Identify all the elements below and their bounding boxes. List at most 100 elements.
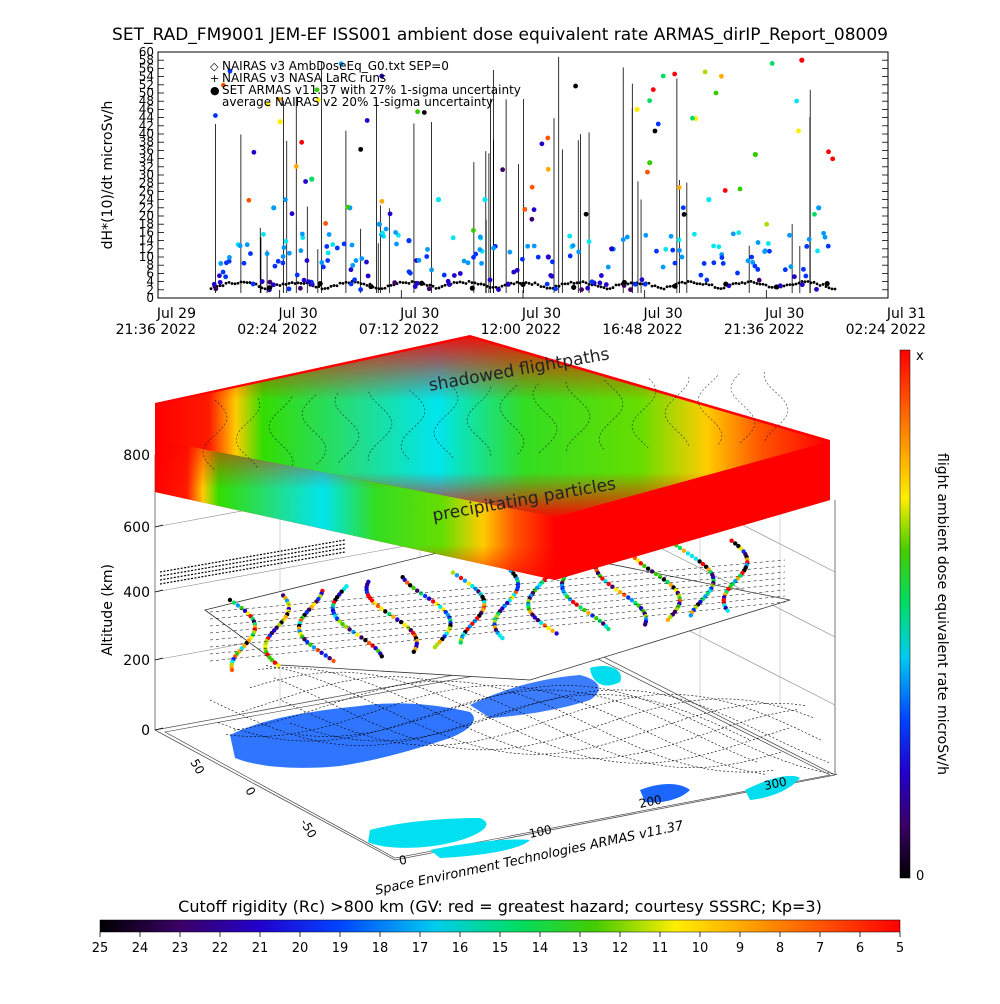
baseline-point xyxy=(683,281,687,285)
series-point xyxy=(799,57,805,63)
armas-point xyxy=(628,287,633,293)
series-point xyxy=(824,281,830,287)
slab-track xyxy=(631,378,657,449)
flightpath-grid-line xyxy=(209,571,786,627)
flightpath-point xyxy=(578,605,583,610)
flightpath-grid-line xyxy=(209,589,786,648)
xtick-date: Jul 31 xyxy=(886,306,926,322)
baseline-point xyxy=(710,283,714,287)
slab-front-shading xyxy=(155,440,555,580)
series-point xyxy=(752,151,758,158)
baseline-point xyxy=(752,281,756,284)
xtick-time: 02:24 2022 xyxy=(237,322,317,338)
baseline-point xyxy=(818,284,822,287)
armas-point xyxy=(500,167,506,173)
flightpath-point xyxy=(665,617,671,622)
ground-track xyxy=(249,671,791,764)
baseline-point xyxy=(248,281,252,284)
armas-point xyxy=(814,286,819,292)
flightpath-point xyxy=(305,639,310,645)
armas-point xyxy=(585,285,591,291)
flightpath-point xyxy=(302,637,307,642)
continent-antarctica xyxy=(430,839,530,858)
baseline-point xyxy=(704,282,708,286)
armas-point xyxy=(691,231,697,237)
colorbar-right-top-label: x xyxy=(916,349,924,364)
xtick-time: 12:00 2022 xyxy=(481,322,561,338)
baseline-point xyxy=(803,280,807,284)
continent-antarctica xyxy=(368,818,487,848)
ground-track xyxy=(217,689,759,763)
flightpath-point xyxy=(408,583,413,588)
colorbar-tick-label: 13 xyxy=(572,941,589,956)
series-point xyxy=(647,160,653,166)
xtick-date: Jul 30 xyxy=(521,306,561,322)
series-point xyxy=(520,281,526,288)
baseline-point xyxy=(707,283,711,287)
baseline-point xyxy=(275,283,279,287)
baseline-point xyxy=(806,280,810,283)
colorbar-tick-label: 21 xyxy=(252,941,269,956)
flightpath-point xyxy=(438,604,443,609)
xtick-time: 07:12 2022 xyxy=(359,322,439,338)
armas-point xyxy=(690,115,695,121)
flightpath-point xyxy=(311,645,317,650)
series-point xyxy=(309,176,315,182)
flightpath-point xyxy=(379,654,384,659)
armas-point xyxy=(603,282,609,287)
colorbar-right-gradient xyxy=(899,349,911,879)
armas-point xyxy=(531,207,537,213)
flightpath-point xyxy=(391,614,396,619)
armas-point xyxy=(314,87,320,93)
baseline-point xyxy=(470,281,474,285)
armas-point xyxy=(605,264,611,270)
armas-point xyxy=(567,253,573,259)
baseline-point xyxy=(650,284,654,288)
xtick-date: Jul 29 xyxy=(156,306,196,322)
flightpath-point xyxy=(327,656,332,661)
flightpath-point xyxy=(681,548,687,553)
baseline-point xyxy=(434,286,438,290)
slab-track xyxy=(763,371,789,443)
armas-point xyxy=(259,279,265,284)
baseline-point xyxy=(566,282,570,286)
baseline-point xyxy=(500,284,504,288)
ytick-label: 2 xyxy=(146,283,154,297)
baseline-point xyxy=(629,281,633,285)
armas-point xyxy=(348,281,354,287)
flightpath-point xyxy=(538,620,544,625)
baseline-point xyxy=(746,280,750,284)
baseline-point xyxy=(524,281,528,284)
colorbar-tick-label: 12 xyxy=(612,941,629,956)
armas-point xyxy=(319,260,325,265)
baseline-point xyxy=(287,281,291,285)
armas-point xyxy=(330,242,336,247)
baseline-point xyxy=(833,287,837,291)
legend-symbol: ◇ xyxy=(210,60,219,73)
flightpath-point xyxy=(725,608,730,613)
flightpath-point xyxy=(500,635,505,641)
baseline-point xyxy=(722,286,726,290)
armas-point xyxy=(223,260,229,266)
armas-point xyxy=(624,234,630,240)
armas-point xyxy=(815,248,820,254)
armas-point xyxy=(217,279,223,285)
timeseries-legend: ◇ NAIRAS v3 AmbDoseEq_G0.txt SEP=0+ NAIRAS… xyxy=(210,59,521,109)
ytick-label: 36 xyxy=(139,143,154,157)
armas-point xyxy=(525,243,531,249)
armas-point xyxy=(522,206,528,212)
flightpath-point xyxy=(697,559,702,564)
armas-point xyxy=(803,273,809,279)
xtick-date: Jul 30 xyxy=(399,306,439,322)
ytick-label: 0 xyxy=(146,291,154,305)
flightpath-point xyxy=(601,621,606,626)
ytick-label: 18 xyxy=(139,217,154,231)
armas-point xyxy=(265,102,271,107)
armas-point xyxy=(736,230,742,236)
baseline-point xyxy=(323,287,327,290)
colorbar-tick-label: 7 xyxy=(816,941,824,956)
armas-point xyxy=(792,274,797,280)
flightpath-point xyxy=(642,563,647,569)
baseline-point xyxy=(491,285,495,289)
armas-point xyxy=(730,231,736,237)
